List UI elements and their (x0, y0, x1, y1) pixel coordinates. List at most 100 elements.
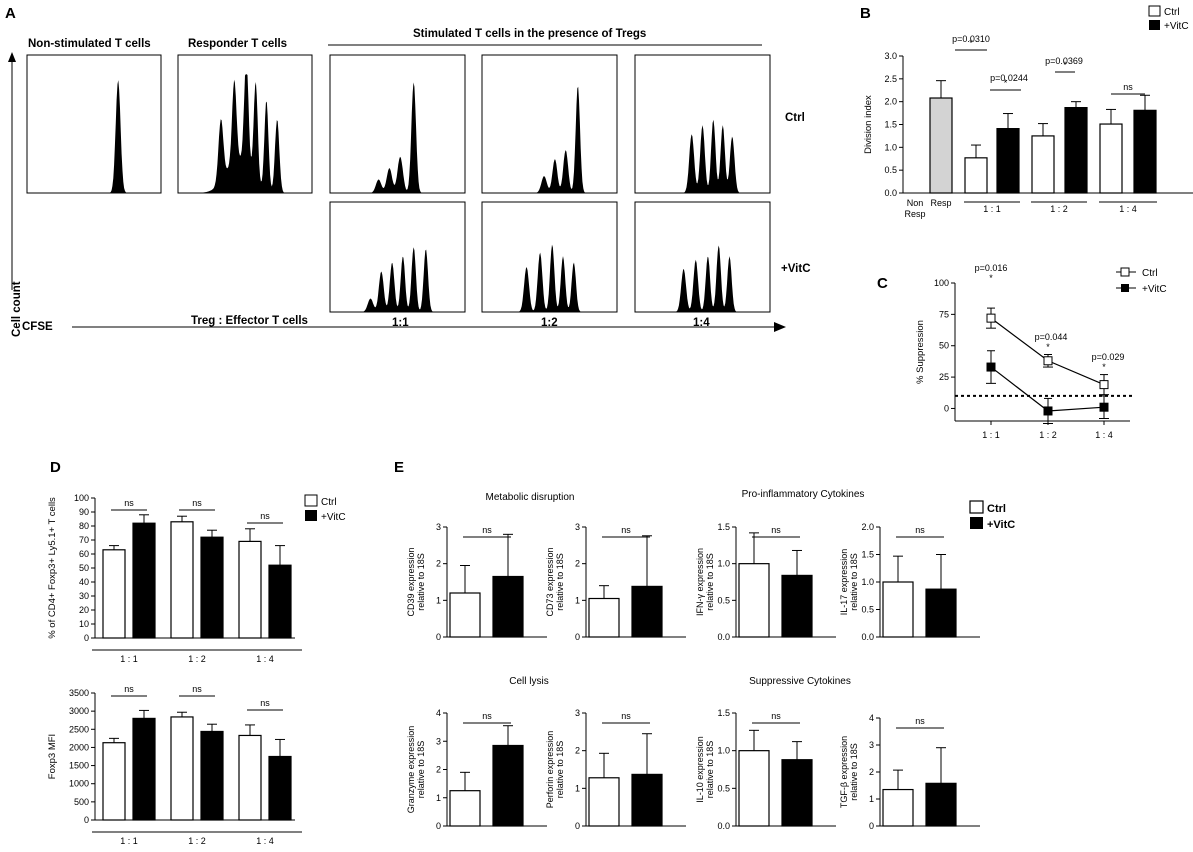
chart-e7-ns: ns (771, 711, 781, 721)
chart-b-group-label: 1 : 4 (1119, 204, 1137, 214)
chart-e7: 0.0 0.5 1.0 1.5 IL-10 expression relative to … (695, 676, 851, 831)
chart-b-pvalue: p=0.0244 (990, 73, 1028, 83)
chart-c-pvalue: p=0.044 (1035, 332, 1068, 342)
chart-e8-ytick-label: 4 (869, 713, 874, 723)
chart-e1-y-label-1: CD39 expression (406, 547, 416, 616)
chart-d1-ns: ns (124, 498, 134, 508)
chart-e7-ytick-label: 0.0 (717, 821, 730, 831)
panel-label-b: B (860, 5, 871, 22)
chart-e7-title: Suppressive Cytokines (749, 676, 851, 687)
chart-e2-ytick-label: 1 (575, 595, 580, 605)
chart-e2-ns: ns (621, 525, 631, 535)
chart-d1-bar (238, 540, 262, 639)
chart-d1-ytick-label: 0 (84, 633, 89, 643)
chart-e3-ytick-label: 0.5 (717, 595, 730, 605)
chart-d2-ytick-label: 3500 (69, 688, 89, 698)
chart-e4-y-label-1: IL-17 expression (839, 549, 849, 616)
legend-e-vitc-swatch (970, 517, 983, 529)
chart-e1-ytick-label: 2 (436, 559, 441, 569)
chart-e6-ytick-label: 3 (575, 708, 580, 718)
legend-b-ctrl-swatch (1148, 5, 1161, 17)
chart-e6-ytick-label: 0 (575, 821, 580, 831)
chart-e8-y-label-1: TGF-β expression (839, 736, 849, 808)
chart-c-xtick-label: 1 : 1 (982, 430, 1000, 440)
chart-b-ytick-label: 0.0 (884, 188, 897, 198)
chart-b-ytick-label: 1.0 (884, 142, 897, 152)
chart-d1-ns: ns (192, 498, 202, 508)
chart-c-point-vitc (986, 362, 996, 372)
chart-e1-ytick-label: 1 (436, 595, 441, 605)
chart-c: 0 25 50 75 100 % Suppression 1 : 1 1 : 2 1 : 4 p=… (915, 263, 1132, 440)
histogram-vitc-1-2-curve (482, 244, 617, 312)
row-label-vitc: +VitC (781, 263, 811, 275)
chart-d1-ytick-label: 10 (79, 619, 89, 629)
legend-e: Ctrl +VitC (969, 500, 1015, 531)
chart-e7-y-label-2: relative to 18S (705, 741, 715, 799)
chart-d2-y-label: Foxp3 MFI (47, 734, 58, 779)
chart-e7-bar (781, 759, 813, 827)
chart-e4-ytick-label: 1.0 (861, 577, 874, 587)
histogram-responder-curve (178, 74, 312, 193)
chart-b-xlabel-resp: Resp (930, 198, 951, 208)
ratio-label-1-2: 1:2 (541, 317, 558, 329)
legend-e-vitc: +VitC (987, 519, 1015, 531)
chart-d2-bar (238, 734, 262, 821)
chart-e1-y-label-2: relative to 18S (416, 553, 426, 611)
chart-d2-ytick-label: 1500 (69, 761, 89, 771)
chart-e6-bar (588, 777, 620, 827)
x-axis-cfse: CFSE (22, 321, 53, 333)
chart-d2-ytick-label: 3000 (69, 706, 89, 716)
chart-b-ytick-label: 0.5 (884, 165, 897, 175)
chart-e1-ns: ns (482, 525, 492, 535)
chart-e3-bar (738, 563, 770, 638)
chart-e6-ytick-label: 1 (575, 783, 580, 793)
chart-b-ytick-label: 3.0 (884, 51, 897, 61)
histogram-vitc-1-4-frame (634, 201, 771, 313)
row-label-ctrl: Ctrl (785, 112, 805, 124)
panel-a: A Non-stimulated T cells Responder T cel… (5, 5, 811, 337)
chart-d2-ytick-label: 500 (74, 797, 89, 807)
chart-e2: 0 1 2 3 CD73 expression relative to 18S ns (545, 522, 686, 642)
chart-d1-ns: ns (260, 511, 270, 521)
legend-c-ctrl-marker (1120, 267, 1130, 277)
chart-e6-bar (631, 773, 663, 827)
label-nonstim: Non-stimulated T cells (28, 38, 151, 50)
chart-e2-bar (588, 597, 620, 638)
chart-c-ytick-label: 25 (939, 372, 949, 382)
chart-b-bar (996, 128, 1020, 194)
legend-d-vitc-swatch (305, 510, 317, 521)
chart-e2-ytick-label: 0 (575, 632, 580, 642)
chart-e2-y-label-1: CD73 expression (545, 547, 555, 616)
chart-e5-ytick-label: 0 (436, 821, 441, 831)
legend-d-ctrl-swatch (304, 494, 318, 507)
panel-label-d: D (50, 459, 61, 476)
chart-d1-ytick-label: 50 (79, 563, 89, 573)
histogram-nonstim-frame (26, 54, 162, 194)
chart-d2: 0 500 1000 1500 2000 2500 3000 3500 Foxp3 MFI 1 :… (47, 684, 302, 846)
chart-c-point-ctrl (986, 313, 996, 323)
chart-e5-title: Cell lysis (509, 676, 548, 687)
legend-c-vitc-marker (1121, 284, 1129, 292)
chart-e8-ytick-label: 1 (869, 794, 874, 804)
chart-e3-ytick-label: 1.0 (717, 559, 730, 569)
histogram-grid (26, 54, 771, 313)
chart-c-point-vitc (1043, 406, 1053, 416)
chart-e1-ytick-label: 0 (436, 632, 441, 642)
chart-c-ytick-label: 100 (934, 278, 949, 288)
chart-d2-bar (102, 742, 126, 821)
chart-e2-ytick-label: 3 (575, 522, 580, 532)
legend-c: Ctrl +VitC (1116, 267, 1167, 295)
chart-e5: 0 1 2 3 4 Granzyme expression relative to 18S n… (406, 676, 549, 831)
y-axis-cell-count: Cell count (11, 281, 23, 337)
legend-d-ctrl: Ctrl (321, 497, 337, 508)
chart-b-bar (1031, 135, 1055, 194)
chart-c-star: * (1102, 362, 1106, 372)
chart-d2-ytick-label: 2500 (69, 724, 89, 734)
ratio-title: Treg : Effector T cells (191, 315, 308, 327)
chart-e3-ytick-label: 0.0 (717, 632, 730, 642)
legend-e-ctrl-swatch (969, 500, 984, 514)
chart-e7-y-label-1: IL-10 expression (695, 736, 705, 803)
chart-e3-y-label-2: relative to 18S (705, 553, 715, 611)
chart-c-star: * (1046, 342, 1050, 352)
